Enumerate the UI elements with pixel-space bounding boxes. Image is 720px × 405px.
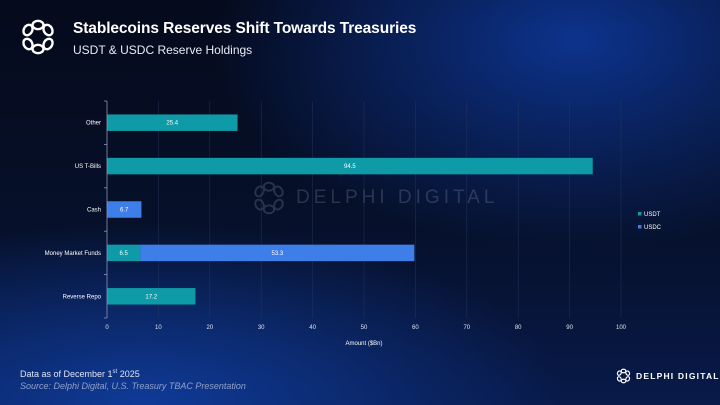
data-label: 94.5 [344, 164, 356, 170]
bar-usdt [107, 244, 141, 262]
category-label: Other [86, 121, 101, 127]
data-date: Data as of December 1st 2025 [20, 369, 140, 379]
page-subtitle: USDT & USDC Reserve Holdings [73, 43, 253, 57]
legend-swatch-usdc [638, 225, 642, 229]
bar-usdt [107, 157, 593, 175]
watermark: DELPHI DIGITAL [252, 180, 498, 216]
legend-swatch-usdt [638, 212, 642, 216]
category-label: Cash [87, 208, 101, 214]
x-tick-label: 40 [309, 325, 316, 331]
data-label: 17.2 [145, 294, 157, 300]
legend: USDT USDC [638, 212, 662, 231]
category-label: Reverse Repo [63, 294, 102, 300]
date-sup: st [112, 369, 118, 375]
bar-usdc [107, 201, 142, 218]
x-tick-label: 10 [155, 325, 162, 331]
date-prefix: Data as of December 1 [20, 369, 113, 379]
x-tick-label: 60 [412, 325, 419, 331]
source-note: Source: Delphi Digital, U.S. Treasury TB… [20, 381, 246, 391]
x-tick-label: 70 [463, 325, 470, 331]
x-tick-label: 30 [258, 325, 265, 331]
x-tick-label: 90 [566, 325, 573, 331]
category-label: Money Market Funds [45, 251, 101, 257]
legend-label: USDT [644, 212, 661, 218]
x-axis-title: Amount ($Bn) [345, 341, 382, 347]
delphi-logo-icon [22, 19, 54, 55]
data-label: 53.3 [272, 251, 284, 257]
x-tick-label: 80 [515, 325, 522, 331]
brand-text: DELPHI DIGITAL [636, 371, 720, 381]
x-tick-label: 20 [206, 325, 213, 331]
watermark-logo-icon [254, 181, 284, 215]
category-label: US T-Bills [75, 164, 101, 170]
data-label: 25.4 [166, 121, 178, 127]
watermark-text: DELPHI DIGITAL [296, 187, 499, 208]
x-tick-label: 100 [616, 325, 627, 331]
axes [104, 100, 108, 319]
labels: 0 10 20 30 40 50 60 70 80 90 100 Other 25.4 US T-Bill… [45, 121, 627, 347]
legend-label: USDC [644, 225, 662, 231]
x-tick-label: 0 [105, 325, 109, 331]
bar-usdt [107, 288, 196, 305]
page-title: Stablecoins Reserves Shift Towards Treas… [73, 20, 417, 37]
date-suffix: 2025 [117, 369, 140, 379]
x-tick-label: 50 [361, 325, 368, 331]
brand-knot-icon [616, 368, 631, 384]
bar-usdt [107, 114, 238, 131]
bars [107, 114, 593, 305]
data-label: 6.7 [120, 208, 129, 214]
bar-usdc [140, 244, 415, 262]
gridlines [158, 101, 622, 318]
brand-logo: DELPHI DIGITAL [616, 368, 720, 384]
data-label: 6.5 [120, 251, 129, 257]
